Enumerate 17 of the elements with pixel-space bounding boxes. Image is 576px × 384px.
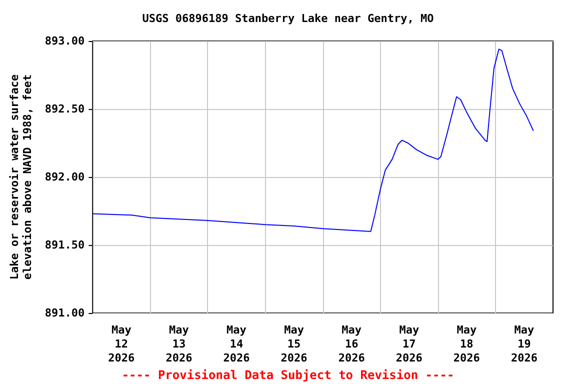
chart-title: USGS 06896189 Stanberry Lake near Gentry, MO [142,12,434,25]
x-tick-label: May 13 2026 [166,324,193,364]
x-tick-label: May 16 2026 [338,324,366,364]
x-tick-label: May 17 2026 [396,324,423,364]
x-tick-label: May 18 2026 [453,324,480,364]
x-tick-label: May 14 2026 [223,324,250,364]
y-tick-label: 892.50 [44,102,85,116]
x-tick-label: May 15 2026 [280,324,308,364]
x-tick-label: May 12 2026 [108,324,136,364]
y-tick-label: 893.00 [44,34,85,48]
line-series [92,48,534,232]
y-tick-label: 891.50 [44,238,85,252]
text: ---- Provisional Data Subject to Revision ---- [122,368,454,382]
y-tick-label: 892.00 [44,170,85,184]
y-tick-label: 891.00 [44,306,85,320]
x-tick-label: May 19 2026 [510,324,538,364]
y-axis-title: Lake or reservoir water surface elevation above NAVD 1988, feet [8,74,34,280]
